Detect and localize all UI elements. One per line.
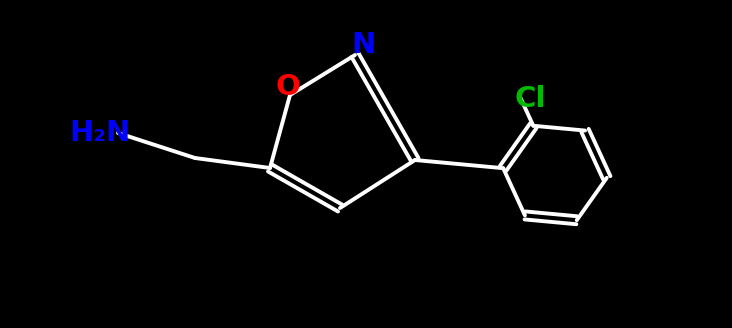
Text: O: O [275, 73, 300, 101]
Text: Cl: Cl [514, 85, 545, 113]
Text: H₂N: H₂N [70, 119, 130, 147]
Text: N: N [351, 31, 375, 59]
